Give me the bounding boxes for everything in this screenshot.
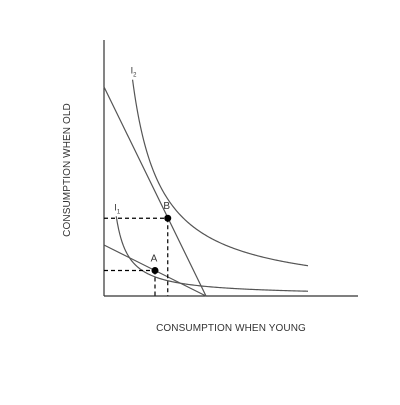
curve-label-I2: I2	[131, 66, 138, 79]
point-label-B: B	[163, 201, 170, 212]
point-A	[151, 267, 159, 274]
budget-steep-line	[103, 86, 207, 297]
indifference-curve-I2	[131, 79, 309, 267]
curves	[103, 79, 309, 297]
points	[151, 214, 172, 274]
point-label-A: A	[151, 254, 158, 265]
axes	[103, 40, 358, 297]
labels: CONSUMPTION WHEN OLD CONSUMPTION WHEN YO…	[62, 66, 306, 334]
point-B	[164, 214, 172, 222]
guides	[104, 217, 169, 296]
curve-label-I1: I1	[114, 202, 121, 215]
indifference-curve-I1	[115, 216, 309, 292]
y-axis-label: CONSUMPTION WHEN OLD	[62, 103, 73, 237]
x-axis-label: CONSUMPTION WHEN YOUNG	[156, 323, 306, 334]
